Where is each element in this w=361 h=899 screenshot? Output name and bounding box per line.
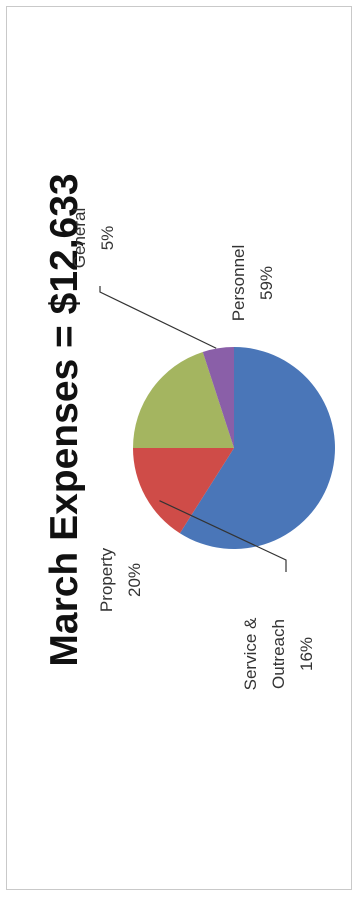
slice-label-general: General 5% [70,208,117,268]
slice-label-line: 16% [297,637,316,671]
leader-line-general [99,286,217,349]
slice-label-line: Outreach [269,619,288,689]
slice-label-property: Property 20% [97,547,144,612]
pie-slice-property [133,351,234,448]
pie-slice-service-outreach [133,448,234,534]
slice-label-line: Personnel [229,245,248,322]
slice-label-line: General [70,208,89,268]
chart-title: March Expenses = $12,633 [43,173,86,666]
leader-lines [99,286,287,572]
pie-slice-general [202,346,234,448]
slice-label-line: 5% [98,226,117,251]
pie-slices [133,346,335,549]
slice-label-line: 59% [257,266,276,300]
slice-label-personnel: Personnel 59% [229,245,276,322]
slice-label-line: Service & [241,617,260,690]
leader-line-service-outreach [159,500,287,572]
slice-label-service-outreach: Service & Outreach 16% [241,617,316,690]
chart-title-group: March Expenses = $12,633 [43,173,86,666]
slice-labels: Personnel 59% Service & Outreach 16% Property… [70,208,316,691]
pie-slice-personnel [179,347,335,549]
slice-label-line: Property [97,547,116,612]
slice-label-line: 20% [125,563,144,597]
